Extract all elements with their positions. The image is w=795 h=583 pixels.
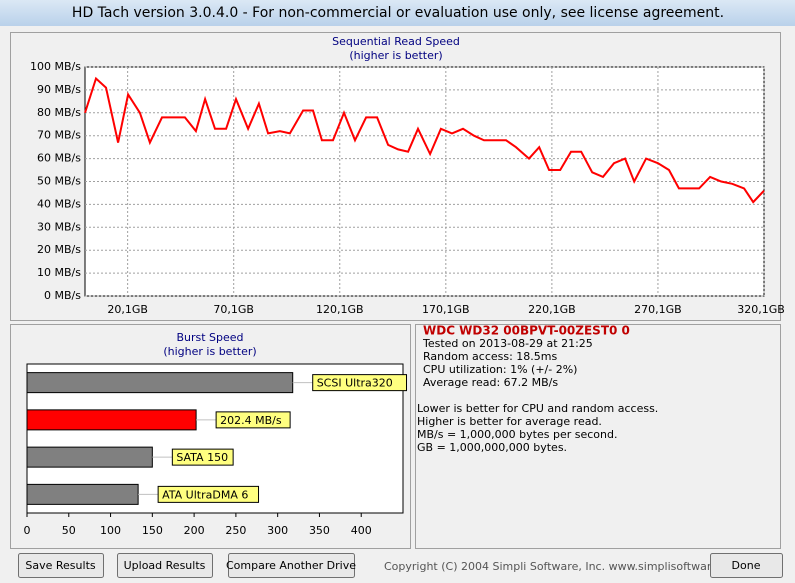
y-tick-label: 40 MB/s: [37, 197, 81, 210]
chart-title: Sequential Read Speed: [332, 35, 460, 48]
info-note: GB = 1,000,000,000 bytes.: [417, 441, 567, 454]
x-tick-label: 350: [309, 524, 330, 537]
info-panel: [415, 324, 781, 549]
label-box: [312, 374, 408, 392]
info-note: MB/s = 1,000,000 bytes per second.: [417, 428, 617, 441]
x-tick-label: 0: [24, 524, 31, 537]
chart-subtitle: (higher is better): [163, 345, 256, 358]
label-box: [157, 485, 260, 503]
button[interactable]: [18, 553, 104, 578]
copyright: Copyright (C) 2004 Simpli Software, Inc.…: [384, 560, 745, 573]
bar-label: 202.4 MB/s: [220, 414, 282, 427]
y-tick-label: 80 MB/s: [37, 106, 81, 119]
x-tick-label: 70,1GB: [213, 303, 254, 316]
chart-subtitle: (higher is better): [349, 49, 442, 62]
label-box: [215, 411, 291, 429]
y-tick-label: 90 MB/s: [37, 83, 81, 96]
bar: [26, 446, 153, 468]
info-line: Random access: 18.5ms: [423, 350, 558, 363]
info-line: Tested on 2013-08-29 at 21:25: [422, 337, 593, 350]
read-line: [84, 76, 765, 204]
bar-label: ATA UltraDMA 6: [162, 488, 248, 501]
chart-title: Burst Speed: [176, 331, 243, 344]
x-tick-label: 250: [225, 524, 246, 537]
x-tick-label: 120,1GB: [316, 303, 364, 316]
x-tick-label: 150: [142, 524, 163, 537]
x-tick-label: 220,1GB: [528, 303, 576, 316]
x-tick-label: 100: [100, 524, 121, 537]
x-tick-label: 400: [351, 524, 372, 537]
info-note: Lower is better for CPU and random acces…: [417, 402, 658, 415]
y-tick-label: 10 MB/s: [37, 266, 81, 279]
y-tick-label: 100 MB/s: [30, 60, 81, 73]
x-tick-label: 300: [267, 524, 288, 537]
info-line: CPU utilization: 1% (+/- 2%): [423, 363, 577, 376]
button[interactable]: [117, 553, 213, 578]
x-tick-label: 170,1GB: [422, 303, 470, 316]
button-label[interactable]: Compare Another Drive: [226, 559, 356, 572]
button[interactable]: [710, 553, 783, 578]
bar: [26, 372, 294, 394]
x-tick-label: 50: [62, 524, 76, 537]
y-tick-label: 70 MB/s: [37, 129, 81, 142]
info-line: Average read: 67.2 MB/s: [423, 376, 558, 389]
x-tick-label: 270,1GB: [634, 303, 682, 316]
button-label[interactable]: Upload Results: [124, 559, 206, 572]
y-tick-label: 50 MB/s: [37, 175, 81, 188]
x-tick-label: 20,1GB: [107, 303, 148, 316]
label-box: [171, 448, 234, 466]
bar: [26, 483, 139, 505]
button[interactable]: [228, 553, 355, 578]
y-tick-label: 0 MB/s: [44, 289, 81, 302]
button-label[interactable]: Done: [732, 559, 761, 572]
bar-label: SATA 150: [176, 451, 228, 464]
drive-name: WDC WD32 00BPVT-00ZEST0 0: [423, 324, 630, 338]
x-tick-label: 200: [184, 524, 205, 537]
button-label[interactable]: Save Results: [25, 559, 95, 572]
x-tick-label: 320,1GB: [737, 303, 785, 316]
window-title: HD Tach version 3.0.4.0 - For non-commer…: [72, 5, 724, 21]
title-bar: [0, 0, 795, 26]
bar-label: SCSI Ultra320: [317, 377, 393, 390]
y-tick-label: 20 MB/s: [37, 243, 81, 256]
y-tick-label: 30 MB/s: [37, 220, 81, 233]
info-note: Higher is better for average read.: [417, 415, 602, 428]
y-tick-label: 60 MB/s: [37, 152, 81, 165]
bar: [26, 409, 197, 431]
